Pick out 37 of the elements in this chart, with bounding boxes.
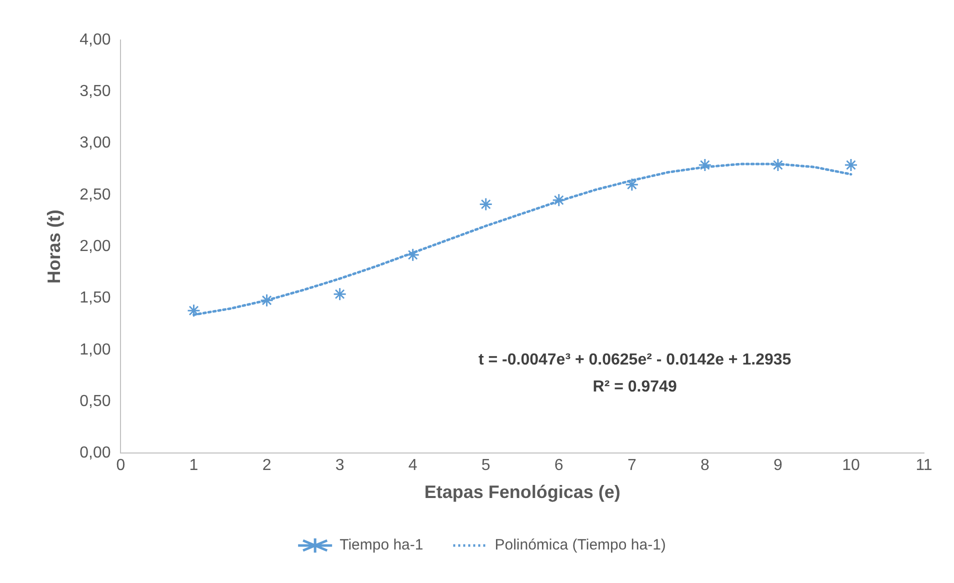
x-tick-label: 3 xyxy=(335,457,344,474)
x-tick-label: 2 xyxy=(262,457,272,474)
x-tick-label: 0 xyxy=(116,457,126,474)
x-tick-label: 7 xyxy=(627,457,636,474)
x-tick-label: 6 xyxy=(554,457,564,474)
point xyxy=(333,287,347,301)
y-tick-label: 0,50 xyxy=(80,392,111,410)
y-tick-label: 1,50 xyxy=(80,290,111,307)
point xyxy=(844,158,858,172)
point xyxy=(260,294,274,308)
y-tick-label: 3,00 xyxy=(80,134,111,152)
annotation: t = -0.0047e³ + 0.0625e² - 0.0142e + 1.2935 xyxy=(478,352,792,369)
x-tick-label: 9 xyxy=(774,457,782,474)
point xyxy=(771,158,785,172)
legend-label: Tiempo ha-1 xyxy=(340,536,424,554)
y-tick-label: 2,00 xyxy=(80,238,111,256)
y-tick-label: 0,00 xyxy=(80,444,111,462)
point xyxy=(406,248,420,262)
y-axis-title: Horas (t) xyxy=(44,210,64,284)
legend-label: Polinómica (Tiempo ha-1) xyxy=(494,536,666,554)
y-tick-label: 2,50 xyxy=(80,186,111,204)
x-tick-label: 5 xyxy=(481,457,490,474)
y-tick-label: 4,00 xyxy=(80,31,111,48)
point xyxy=(625,178,639,192)
x-tick-label: 10 xyxy=(842,457,860,474)
y-tick-label: 1,00 xyxy=(80,341,111,358)
x-tick-label: 1 xyxy=(189,457,198,474)
point xyxy=(698,158,712,172)
point xyxy=(187,304,201,318)
x-tick-label: 11 xyxy=(916,457,932,474)
point xyxy=(479,197,493,211)
x-tick-label: 8 xyxy=(700,457,710,474)
x-tick-label: 4 xyxy=(408,457,418,474)
x-axis-title: Etapas Fenológicas (e) xyxy=(424,482,620,502)
annotation: R² = 0.9749 xyxy=(592,378,677,396)
point xyxy=(552,193,566,207)
y-tick-label: 3,50 xyxy=(80,83,111,100)
